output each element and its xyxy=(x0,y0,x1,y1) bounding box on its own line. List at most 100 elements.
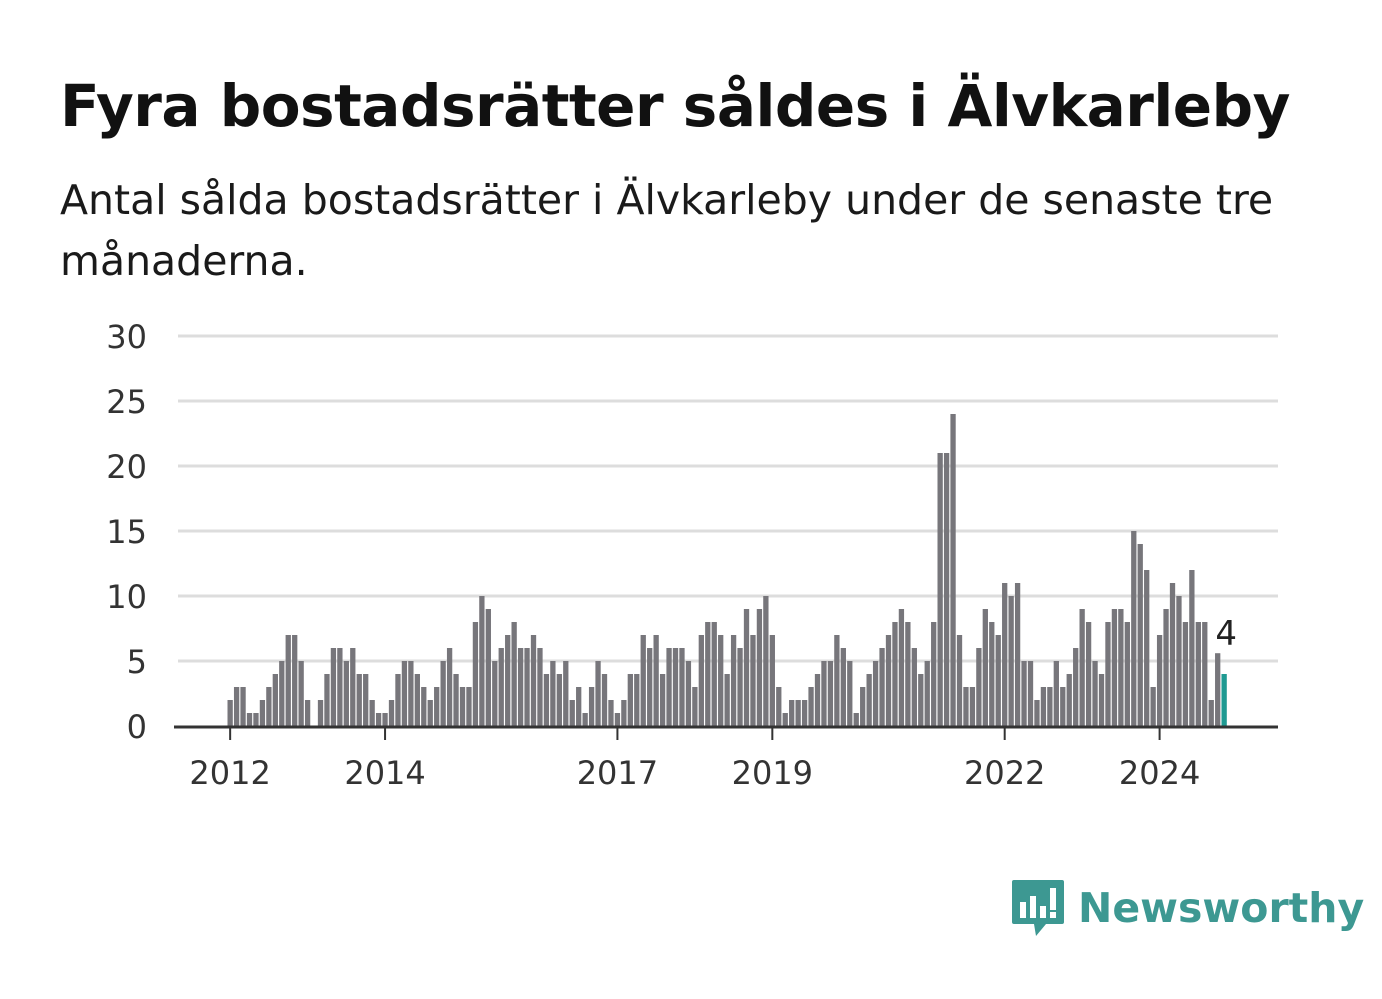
bar xyxy=(769,635,775,726)
bar xyxy=(692,687,698,726)
x-tick-label: 2022 xyxy=(964,754,1045,792)
bar xyxy=(1105,622,1111,726)
bar xyxy=(750,635,756,726)
bar xyxy=(511,622,517,726)
bar xyxy=(1014,583,1021,726)
y-tick-label: 30 xyxy=(106,318,147,356)
bar xyxy=(453,674,459,726)
x-axis-ticks: 2012 2014 2017 2019 2022 2024 xyxy=(189,726,1200,792)
bar xyxy=(956,635,963,726)
bar xyxy=(505,635,511,726)
bar xyxy=(931,622,937,726)
bar xyxy=(647,648,653,726)
bar xyxy=(872,661,879,726)
bar xyxy=(279,661,285,726)
bar xyxy=(969,687,976,726)
bar xyxy=(614,713,621,726)
bar xyxy=(608,700,614,726)
bar xyxy=(330,648,337,726)
data-labels: 4 xyxy=(1215,614,1237,654)
bar xyxy=(556,674,562,726)
bar xyxy=(821,661,827,726)
bar xyxy=(1189,570,1195,726)
bar xyxy=(943,453,950,726)
bar xyxy=(659,674,666,726)
bar xyxy=(246,713,253,726)
chart-subtitle: Antal sålda bostadsrätter i Älvkarleby u… xyxy=(60,176,1274,285)
bar xyxy=(356,674,362,726)
bar xyxy=(718,635,724,726)
bar xyxy=(517,648,524,726)
bar xyxy=(253,713,259,726)
bar xyxy=(1002,583,1008,726)
bar xyxy=(756,609,763,726)
y-tick-label: 0 xyxy=(127,708,147,746)
bar xyxy=(588,687,595,726)
bar xyxy=(840,648,846,726)
bar xyxy=(446,648,453,726)
bar xyxy=(1202,622,1208,726)
bar xyxy=(485,609,491,726)
bar xyxy=(705,622,711,726)
bar xyxy=(343,661,349,726)
bar xyxy=(1215,653,1221,726)
x-tick-label: 2019 xyxy=(732,754,813,792)
bar xyxy=(730,635,737,726)
bar xyxy=(1047,687,1053,726)
bar xyxy=(1092,661,1098,726)
bar xyxy=(375,713,382,726)
bar xyxy=(563,661,569,726)
bar xyxy=(421,687,427,726)
bar xyxy=(1060,687,1066,726)
brand-name: Newsworthy xyxy=(1078,884,1365,932)
bar xyxy=(350,648,356,726)
bar xyxy=(408,661,414,726)
bar xyxy=(711,622,717,726)
bar xyxy=(1040,687,1047,726)
bar xyxy=(640,635,646,726)
bar-highlighted xyxy=(1221,674,1227,726)
bar xyxy=(543,674,550,726)
bar xyxy=(853,713,859,726)
bar xyxy=(698,635,704,726)
bar xyxy=(737,648,743,726)
y-axis-ticks: 0 5 10 15 20 25 30 xyxy=(106,318,147,746)
bar xyxy=(982,609,988,726)
bar xyxy=(1008,596,1014,726)
x-tick-label: 2024 xyxy=(1119,754,1200,792)
bar xyxy=(653,635,659,726)
y-tick-label: 15 xyxy=(106,513,147,551)
bar xyxy=(1053,661,1059,726)
bar xyxy=(472,622,479,726)
bar xyxy=(627,674,633,726)
bar xyxy=(1156,635,1163,726)
bar xyxy=(1144,570,1150,726)
bar xyxy=(595,661,601,726)
bar xyxy=(879,648,885,726)
bar xyxy=(847,661,853,726)
bar xyxy=(1150,687,1156,726)
bar xyxy=(937,453,943,726)
bar-chart: 0 5 10 15 20 25 30 2012 2014 2017 2019 2022 2024 4 xyxy=(106,318,1278,792)
bar xyxy=(621,700,627,726)
bar xyxy=(298,661,304,726)
bar xyxy=(1169,583,1176,726)
bar xyxy=(995,635,1001,726)
bar xyxy=(795,700,801,726)
bar xyxy=(1027,661,1034,726)
bar xyxy=(401,661,408,726)
bar xyxy=(724,674,730,726)
bar xyxy=(369,700,375,726)
bar xyxy=(782,713,788,726)
bar xyxy=(1085,622,1092,726)
x-tick-label: 2012 xyxy=(189,754,270,792)
bar xyxy=(324,674,330,726)
bar xyxy=(1163,609,1169,726)
bar xyxy=(434,687,440,726)
bar xyxy=(679,648,685,726)
bar xyxy=(976,648,982,726)
bar xyxy=(924,661,930,726)
bar xyxy=(459,687,466,726)
bar xyxy=(569,700,575,726)
bar xyxy=(395,674,401,726)
